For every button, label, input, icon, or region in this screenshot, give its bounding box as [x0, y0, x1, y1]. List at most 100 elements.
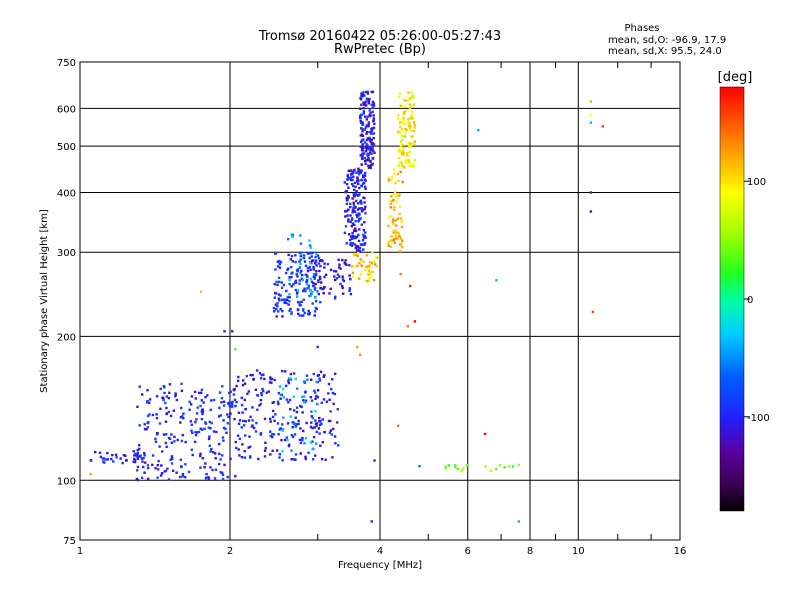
data-point	[198, 391, 201, 395]
data-point	[136, 405, 139, 408]
data-point	[358, 277, 361, 280]
data-point	[398, 156, 401, 160]
data-point	[308, 256, 311, 260]
data-point	[371, 127, 374, 130]
data-point	[298, 314, 301, 317]
data-point	[234, 440, 237, 444]
data-points	[89, 90, 604, 523]
y-tick-label: 600	[57, 104, 76, 115]
data-point	[184, 463, 187, 466]
stats-o-line: mean, sd,O: -96.9, 17.9	[608, 35, 726, 46]
data-point	[362, 229, 365, 232]
data-point	[405, 99, 408, 102]
data-point	[132, 460, 135, 463]
data-point	[174, 392, 177, 395]
data-point	[290, 254, 294, 258]
data-point	[271, 449, 274, 452]
data-point	[298, 438, 302, 441]
data-point	[350, 178, 353, 182]
data-point	[311, 426, 314, 430]
data-point	[346, 194, 350, 198]
data-point	[316, 396, 319, 399]
data-point	[351, 235, 354, 238]
data-point	[366, 90, 369, 94]
data-point	[350, 235, 353, 238]
data-point	[234, 348, 237, 351]
data-point	[370, 138, 373, 141]
data-point	[265, 391, 268, 394]
data-point	[190, 395, 194, 398]
data-point	[144, 461, 147, 464]
data-point	[397, 114, 400, 117]
data-point	[349, 169, 352, 173]
data-point	[271, 433, 274, 436]
data-point	[359, 98, 363, 101]
data-point	[372, 149, 375, 153]
data-point	[320, 259, 323, 262]
data-point	[132, 450, 135, 453]
data-point	[296, 295, 299, 298]
data-point	[399, 104, 402, 107]
data-point	[269, 376, 272, 379]
data-point	[334, 442, 337, 445]
data-point	[179, 458, 182, 461]
data-point	[387, 244, 390, 248]
data-point	[360, 184, 363, 188]
data-point	[366, 115, 369, 118]
data-point	[136, 449, 139, 452]
data-point	[220, 401, 223, 404]
data-point	[363, 102, 366, 106]
data-point	[162, 398, 165, 402]
data-point	[292, 409, 296, 412]
data-point	[289, 372, 293, 376]
data-point	[399, 121, 402, 124]
data-point	[372, 119, 375, 122]
data-point	[278, 266, 282, 269]
data-point	[357, 179, 360, 182]
data-point	[298, 279, 302, 282]
data-point	[311, 302, 314, 305]
chart-title: Tromsø 20160422 05:26:00-05:27:43	[258, 29, 501, 44]
data-point	[401, 220, 404, 223]
data-point	[408, 103, 412, 106]
data-point	[390, 200, 394, 203]
data-point	[364, 149, 368, 153]
data-point	[183, 475, 187, 479]
data-point	[196, 431, 199, 434]
x-ticks: 1 2 4 6 8 10 16	[77, 62, 686, 557]
data-point	[315, 394, 318, 398]
data-point	[191, 431, 194, 434]
data-point	[305, 421, 308, 425]
data-point	[335, 277, 339, 280]
data-point	[294, 458, 297, 461]
data-point	[398, 148, 401, 152]
data-point	[306, 378, 309, 381]
data-point	[281, 429, 284, 432]
data-point	[365, 124, 369, 127]
data-point	[182, 417, 185, 420]
data-point	[267, 390, 270, 393]
data-point	[333, 392, 337, 396]
data-point	[356, 245, 360, 248]
data-point	[312, 372, 315, 376]
data-point	[351, 271, 355, 274]
data-point	[356, 208, 360, 211]
data-point	[461, 467, 465, 470]
data-point	[292, 422, 296, 426]
data-point	[165, 433, 168, 436]
data-point	[235, 400, 238, 404]
data-point	[400, 151, 404, 155]
data-point	[244, 434, 247, 437]
data-point	[329, 287, 332, 291]
data-point	[405, 158, 408, 162]
data-point	[402, 153, 405, 157]
data-point	[205, 472, 208, 476]
data-point	[347, 176, 350, 179]
data-point	[359, 353, 362, 356]
y-tick-label: 300	[57, 248, 76, 259]
data-point	[319, 277, 322, 281]
data-point	[277, 276, 281, 280]
data-point	[213, 477, 217, 480]
data-point	[361, 130, 364, 133]
data-point	[310, 421, 313, 424]
